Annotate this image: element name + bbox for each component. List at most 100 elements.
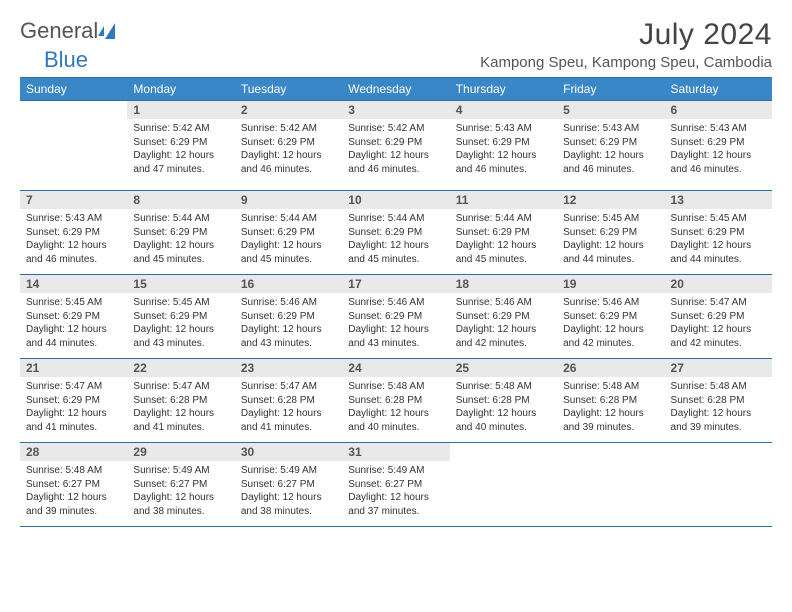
day-number: 15 (127, 275, 234, 293)
day-details: Sunrise: 5:43 AMSunset: 6:29 PMDaylight:… (450, 119, 557, 179)
daylight-line: Daylight: 12 hours and 40 minutes. (456, 407, 551, 434)
daylight-line: Daylight: 12 hours and 43 minutes. (241, 323, 336, 350)
calendar-day-cell: 13Sunrise: 5:45 AMSunset: 6:29 PMDayligh… (665, 191, 772, 275)
day-details: Sunrise: 5:44 AMSunset: 6:29 PMDaylight:… (342, 209, 449, 269)
day-details: Sunrise: 5:48 AMSunset: 6:28 PMDaylight:… (450, 377, 557, 437)
sunrise-line: Sunrise: 5:43 AM (26, 212, 121, 226)
sunset-line: Sunset: 6:29 PM (133, 136, 228, 150)
daylight-line: Daylight: 12 hours and 44 minutes. (563, 239, 658, 266)
daylight-line: Daylight: 12 hours and 46 minutes. (456, 149, 551, 176)
daylight-line: Daylight: 12 hours and 44 minutes. (26, 323, 121, 350)
daylight-line: Daylight: 12 hours and 47 minutes. (133, 149, 228, 176)
weekday-header-row: Sunday Monday Tuesday Wednesday Thursday… (20, 78, 772, 101)
day-number: 31 (342, 443, 449, 461)
day-number: 30 (235, 443, 342, 461)
calendar-day-cell: 21Sunrise: 5:47 AMSunset: 6:29 PMDayligh… (20, 359, 127, 443)
sunset-line: Sunset: 6:29 PM (456, 226, 551, 240)
calendar-day-cell: 4Sunrise: 5:43 AMSunset: 6:29 PMDaylight… (450, 101, 557, 191)
day-number: 14 (20, 275, 127, 293)
daylight-line: Daylight: 12 hours and 43 minutes. (133, 323, 228, 350)
day-details: Sunrise: 5:42 AMSunset: 6:29 PMDaylight:… (342, 119, 449, 179)
sunrise-line: Sunrise: 5:47 AM (133, 380, 228, 394)
calendar-day-cell: 30Sunrise: 5:49 AMSunset: 6:27 PMDayligh… (235, 443, 342, 527)
sunrise-line: Sunrise: 5:47 AM (241, 380, 336, 394)
day-number: 2 (235, 101, 342, 119)
weekday-header: Friday (557, 78, 664, 101)
sunrise-line: Sunrise: 5:46 AM (241, 296, 336, 310)
sunset-line: Sunset: 6:29 PM (133, 310, 228, 324)
sunset-line: Sunset: 6:29 PM (348, 136, 443, 150)
calendar-day-cell: 26Sunrise: 5:48 AMSunset: 6:28 PMDayligh… (557, 359, 664, 443)
calendar-day-cell: 14Sunrise: 5:45 AMSunset: 6:29 PMDayligh… (20, 275, 127, 359)
sunset-line: Sunset: 6:29 PM (563, 310, 658, 324)
daylight-line: Daylight: 12 hours and 42 minutes. (456, 323, 551, 350)
day-number: 9 (235, 191, 342, 209)
day-number: 24 (342, 359, 449, 377)
sunrise-line: Sunrise: 5:45 AM (133, 296, 228, 310)
sunset-line: Sunset: 6:27 PM (241, 478, 336, 492)
calendar-day-cell: 27 Sunrise: 5:48 AMSunset: 6:28 PMDayligh… (665, 359, 772, 443)
sunrise-line: Sunrise: 5:48 AM (671, 380, 766, 394)
daylight-line: Daylight: 12 hours and 45 minutes. (241, 239, 336, 266)
sunrise-line: Sunrise: 5:43 AM (671, 122, 766, 136)
sunset-line: Sunset: 6:29 PM (671, 226, 766, 240)
day-details: Sunrise: 5:47 AMSunset: 6:29 PMDaylight:… (665, 293, 772, 353)
day-number: 5 (557, 101, 664, 119)
daylight-line: Daylight: 12 hours and 46 minutes. (563, 149, 658, 176)
sunset-line: Sunset: 6:29 PM (26, 226, 121, 240)
daylight-line: Daylight: 12 hours and 45 minutes. (456, 239, 551, 266)
sunrise-line: Sunrise: 5:43 AM (456, 122, 551, 136)
calendar-day-cell (450, 443, 557, 527)
weekday-header: Monday (127, 78, 234, 101)
sunrise-line: Sunrise: 5:42 AM (133, 122, 228, 136)
calendar-week-row: 7Sunrise: 5:43 AMSunset: 6:29 PMDaylight… (20, 191, 772, 275)
calendar-day-cell: 1Sunrise: 5:42 AMSunset: 6:29 PMDaylight… (127, 101, 234, 191)
calendar-day-cell: 15Sunrise: 5:45 AMSunset: 6:29 PMDayligh… (127, 275, 234, 359)
daylight-line: Daylight: 12 hours and 46 minutes. (241, 149, 336, 176)
day-details: Sunrise: 5:48 AMSunset: 6:28 PMDaylight:… (342, 377, 449, 437)
day-details: Sunrise: 5:46 AMSunset: 6:29 PMDaylight:… (342, 293, 449, 353)
calendar-week-row: 28Sunrise: 5:48 AMSunset: 6:27 PMDayligh… (20, 443, 772, 527)
day-number: 27 (665, 359, 772, 377)
day-number: 4 (450, 101, 557, 119)
calendar-day-cell: 5Sunrise: 5:43 AMSunset: 6:29 PMDaylight… (557, 101, 664, 191)
calendar-day-cell (20, 101, 127, 191)
sunrise-line: Sunrise: 5:49 AM (133, 464, 228, 478)
day-number: 23 (235, 359, 342, 377)
calendar-table: Sunday Monday Tuesday Wednesday Thursday… (20, 77, 772, 527)
daylight-line: Daylight: 12 hours and 38 minutes. (133, 491, 228, 518)
sunrise-line: Sunrise: 5:46 AM (348, 296, 443, 310)
daylight-line: Daylight: 12 hours and 45 minutes. (348, 239, 443, 266)
day-details: Sunrise: 5:42 AMSunset: 6:29 PMDaylight:… (127, 119, 234, 179)
sunset-line: Sunset: 6:28 PM (456, 394, 551, 408)
day-details: Sunrise: 5:45 AMSunset: 6:29 PMDaylight:… (20, 293, 127, 353)
sunrise-line: Sunrise: 5:48 AM (563, 380, 658, 394)
day-number: 21 (20, 359, 127, 377)
day-details: Sunrise: 5:44 AMSunset: 6:29 PMDaylight:… (127, 209, 234, 269)
sunset-line: Sunset: 6:28 PM (671, 394, 766, 408)
sunrise-line: Sunrise: 5:48 AM (456, 380, 551, 394)
daylight-line: Daylight: 12 hours and 43 minutes. (348, 323, 443, 350)
daylight-line: Daylight: 12 hours and 39 minutes. (671, 407, 766, 434)
sunset-line: Sunset: 6:29 PM (671, 310, 766, 324)
day-number: 28 (20, 443, 127, 461)
day-details: Sunrise: 5:49 AMSunset: 6:27 PMDaylight:… (127, 461, 234, 521)
daylight-line: Daylight: 12 hours and 42 minutes. (563, 323, 658, 350)
day-details: Sunrise: 5:45 AMSunset: 6:29 PMDaylight:… (127, 293, 234, 353)
calendar-week-row: 1Sunrise: 5:42 AMSunset: 6:29 PMDaylight… (20, 101, 772, 191)
weekday-header: Sunday (20, 78, 127, 101)
calendar-day-cell: 20Sunrise: 5:47 AMSunset: 6:29 PMDayligh… (665, 275, 772, 359)
weekday-header: Saturday (665, 78, 772, 101)
calendar-day-cell: 16Sunrise: 5:46 AMSunset: 6:29 PMDayligh… (235, 275, 342, 359)
day-number: 22 (127, 359, 234, 377)
day-number: 6 (665, 101, 772, 119)
sunrise-line: Sunrise: 5:47 AM (671, 296, 766, 310)
page-header: General July 2024 Kampong Speu, Kampong … (20, 18, 772, 71)
day-details: Sunrise: 5:43 AMSunset: 6:29 PMDaylight:… (557, 119, 664, 179)
daylight-line: Daylight: 12 hours and 41 minutes. (133, 407, 228, 434)
day-number: 1 (127, 101, 234, 119)
day-details: Sunrise: 5:49 AMSunset: 6:27 PMDaylight:… (235, 461, 342, 521)
day-details: Sunrise: 5:43 AMSunset: 6:29 PMDaylight:… (665, 119, 772, 179)
sunrise-line: Sunrise: 5:44 AM (241, 212, 336, 226)
sunset-line: Sunset: 6:28 PM (563, 394, 658, 408)
